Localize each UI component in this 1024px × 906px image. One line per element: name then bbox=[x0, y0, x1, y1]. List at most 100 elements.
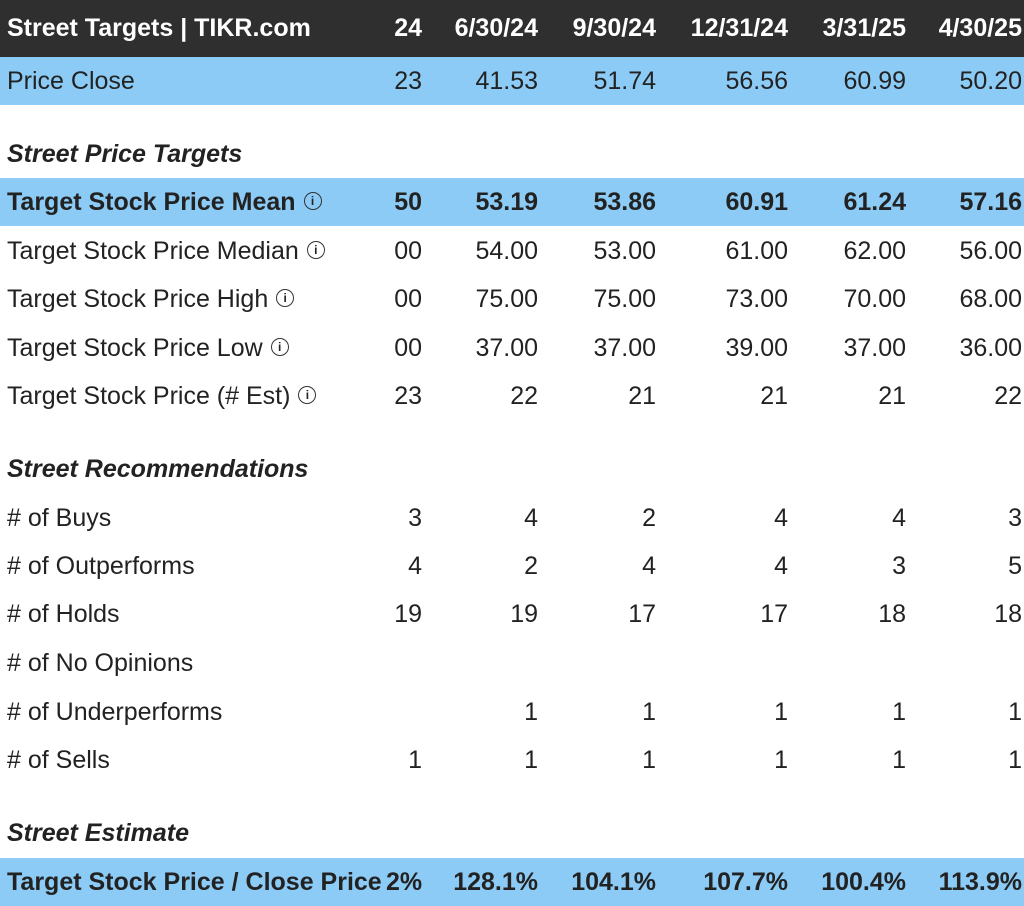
table-cell: 107.7% bbox=[703, 868, 788, 896]
target-mean-row: Target Stock Price Mean i 50 53.19 53.86 … bbox=[0, 178, 1024, 226]
table-cell: 3 bbox=[408, 504, 422, 532]
column-header[interactable]: 24 bbox=[394, 14, 422, 42]
table-cell: 73.00 bbox=[725, 285, 788, 313]
table-cell: 3 bbox=[892, 552, 906, 580]
row-label: # of Outperforms bbox=[7, 552, 195, 580]
section-title-estimate: Street Estimate bbox=[7, 819, 190, 847]
table-cell: 41.53 bbox=[475, 67, 538, 95]
table-cell: 00 bbox=[394, 237, 422, 265]
outperforms-row: # of Outperforms 4 2 4 4 3 5 bbox=[0, 542, 1024, 590]
table-cell: 128.1% bbox=[453, 868, 538, 896]
row-label: Target Stock Price High i bbox=[7, 275, 629, 323]
row-label: # of Holds bbox=[7, 600, 120, 628]
row-label: # of No Opinions bbox=[7, 649, 194, 677]
table-cell: 2% bbox=[386, 868, 422, 896]
table-cell: 56.00 bbox=[959, 237, 1022, 265]
table-cell: 5 bbox=[1008, 552, 1022, 580]
table-cell: 2 bbox=[642, 504, 656, 532]
table-cell: 18 bbox=[878, 600, 906, 628]
row-label: Target Stock Price / Close Price bbox=[7, 868, 382, 896]
table-cell: 18 bbox=[994, 600, 1022, 628]
table-cell: 50.20 bbox=[959, 67, 1022, 95]
info-icon[interactable]: i bbox=[270, 338, 289, 357]
table-cell: 61.00 bbox=[725, 237, 788, 265]
table-header: Street Targets | TIKR.com 24 6/30/24 9/3… bbox=[0, 0, 1024, 57]
table-cell: 57.16 bbox=[959, 188, 1022, 216]
row-label: Target Stock Price Mean i bbox=[7, 178, 629, 226]
table-cell: 21 bbox=[760, 382, 788, 410]
table-cell: 00 bbox=[394, 334, 422, 362]
info-icon[interactable]: i bbox=[303, 192, 322, 211]
row-label: # of Buys bbox=[7, 504, 112, 532]
info-icon[interactable]: i bbox=[276, 289, 295, 308]
target-close-ratio-row: Target Stock Price / Close Price 2% 128.… bbox=[0, 858, 1024, 906]
row-label: Price Close bbox=[7, 67, 135, 95]
target-median-row: Target Stock Price Median i 00 54.00 53.0… bbox=[0, 227, 1024, 275]
table-cell: 22 bbox=[510, 382, 538, 410]
target-low-row: Target Stock Price Low i 00 37.00 37.00 3… bbox=[0, 324, 1024, 372]
table-cell: 17 bbox=[760, 600, 788, 628]
table-cell: 53.86 bbox=[593, 188, 656, 216]
table-cell: 1 bbox=[642, 698, 656, 726]
table-cell: 19 bbox=[394, 600, 422, 628]
target-est-count-row: Target Stock Price (# Est) i 23 22 21 21 … bbox=[0, 372, 1024, 420]
info-icon[interactable]: i bbox=[306, 241, 325, 260]
table-cell: 56.56 bbox=[725, 67, 788, 95]
underperforms-row: # of Underperforms 1 1 1 1 1 bbox=[0, 688, 1024, 736]
column-header[interactable]: 12/31/24 bbox=[690, 14, 788, 42]
table-cell: 4 bbox=[892, 504, 906, 532]
target-high-row: Target Stock Price High i 00 75.00 75.00 … bbox=[0, 275, 1024, 323]
row-label: # of Sells bbox=[7, 746, 110, 774]
row-label: # of Underperforms bbox=[7, 698, 223, 726]
sells-row: # of Sells 1 1 1 1 1 1 bbox=[0, 736, 1024, 784]
table-cell: 4 bbox=[408, 552, 422, 580]
table-cell: 1 bbox=[524, 698, 538, 726]
table-cell: 51.74 bbox=[593, 67, 656, 95]
table-cell: 37.00 bbox=[843, 334, 906, 362]
column-header[interactable]: 4/30/25 bbox=[938, 14, 1022, 42]
table-cell: 23 bbox=[394, 67, 422, 95]
table-cell: 4 bbox=[524, 504, 538, 532]
table-cell: 113.9% bbox=[938, 868, 1022, 896]
table-cell: 2 bbox=[524, 552, 538, 580]
holds-row: # of Holds 19 19 17 17 18 18 bbox=[0, 590, 1024, 638]
table-cell: 00 bbox=[394, 285, 422, 313]
table-cell: 62.00 bbox=[843, 237, 906, 265]
table-cell: 1 bbox=[774, 698, 788, 726]
table-cell: 3 bbox=[1008, 504, 1022, 532]
info-icon[interactable]: i bbox=[298, 386, 317, 405]
table-cell: 39.00 bbox=[725, 334, 788, 362]
table-cell: 36.00 bbox=[959, 334, 1022, 362]
table-cell: 17 bbox=[628, 600, 656, 628]
no-opinions-row: # of No Opinions bbox=[0, 639, 1024, 687]
table-cell: 1 bbox=[408, 746, 422, 774]
section-title-recommendations: Street Recommendations bbox=[7, 455, 309, 483]
table-cell: 1 bbox=[642, 746, 656, 774]
table-cell: 75.00 bbox=[593, 285, 656, 313]
table-cell: 1 bbox=[892, 746, 906, 774]
column-header[interactable]: 9/30/24 bbox=[572, 14, 656, 42]
table-cell: 21 bbox=[628, 382, 656, 410]
table-cell: 61.24 bbox=[843, 188, 906, 216]
table-cell: 1 bbox=[1008, 746, 1022, 774]
table-cell: 60.91 bbox=[725, 188, 788, 216]
table-cell: 54.00 bbox=[475, 237, 538, 265]
price-close-row: Price Close 23 41.53 51.74 56.56 60.99 5… bbox=[0, 57, 1024, 105]
table-cell: 1 bbox=[892, 698, 906, 726]
table-cell: 37.00 bbox=[475, 334, 538, 362]
table-cell: 75.00 bbox=[475, 285, 538, 313]
table-cell: 1 bbox=[1008, 698, 1022, 726]
table-cell: 4 bbox=[774, 552, 788, 580]
table-cell: 22 bbox=[994, 382, 1022, 410]
table-cell: 37.00 bbox=[593, 334, 656, 362]
table-cell: 60.99 bbox=[843, 67, 906, 95]
table-cell: 50 bbox=[394, 188, 422, 216]
table-cell: 53.19 bbox=[475, 188, 538, 216]
column-header[interactable]: 3/31/25 bbox=[822, 14, 906, 42]
table-cell: 1 bbox=[524, 746, 538, 774]
column-header[interactable]: 6/30/24 bbox=[454, 14, 538, 42]
table-cell: 21 bbox=[878, 382, 906, 410]
table-cell: 1 bbox=[774, 746, 788, 774]
row-label: Target Stock Price Median i bbox=[7, 227, 629, 275]
table-cell: 4 bbox=[642, 552, 656, 580]
